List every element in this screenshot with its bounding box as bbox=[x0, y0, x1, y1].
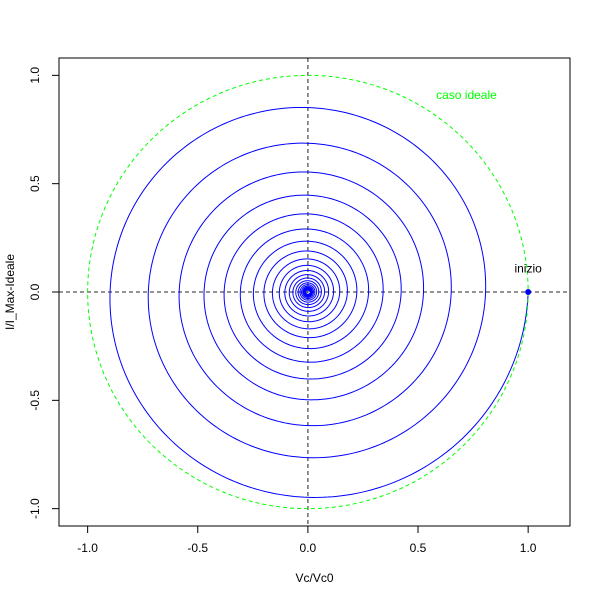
x-tick-label: 0.5 bbox=[410, 541, 427, 555]
y-tick-label: 1.0 bbox=[28, 67, 42, 84]
y-tick-label: 0.0 bbox=[28, 283, 42, 300]
y-axis-label: I/I_Max-Ideale bbox=[3, 254, 17, 330]
annotation-0: caso ideale bbox=[436, 88, 497, 102]
x-axis-label: Vc/Vc0 bbox=[295, 571, 333, 585]
x-tick-label: 1.0 bbox=[520, 541, 537, 555]
x-tick-label: -1.0 bbox=[77, 541, 98, 555]
plot-layer: caso ideale inizio bbox=[59, 58, 570, 526]
x-tick-label: 0.0 bbox=[300, 541, 317, 555]
series-spiral bbox=[109, 106, 529, 498]
axes-layer: -1.0 -0.5 0.0 0.5 1.0 -1.0 -0.5 0.0 0.5 1.0 bbox=[28, 57, 571, 555]
y-tick-label: -1.0 bbox=[28, 498, 42, 519]
annotation-1: inizio bbox=[514, 262, 542, 276]
y-tick-label: -0.5 bbox=[28, 390, 42, 411]
x-tick-label: -0.5 bbox=[187, 541, 208, 555]
y-tick-label: 0.5 bbox=[28, 175, 42, 192]
start-point bbox=[525, 289, 532, 295]
